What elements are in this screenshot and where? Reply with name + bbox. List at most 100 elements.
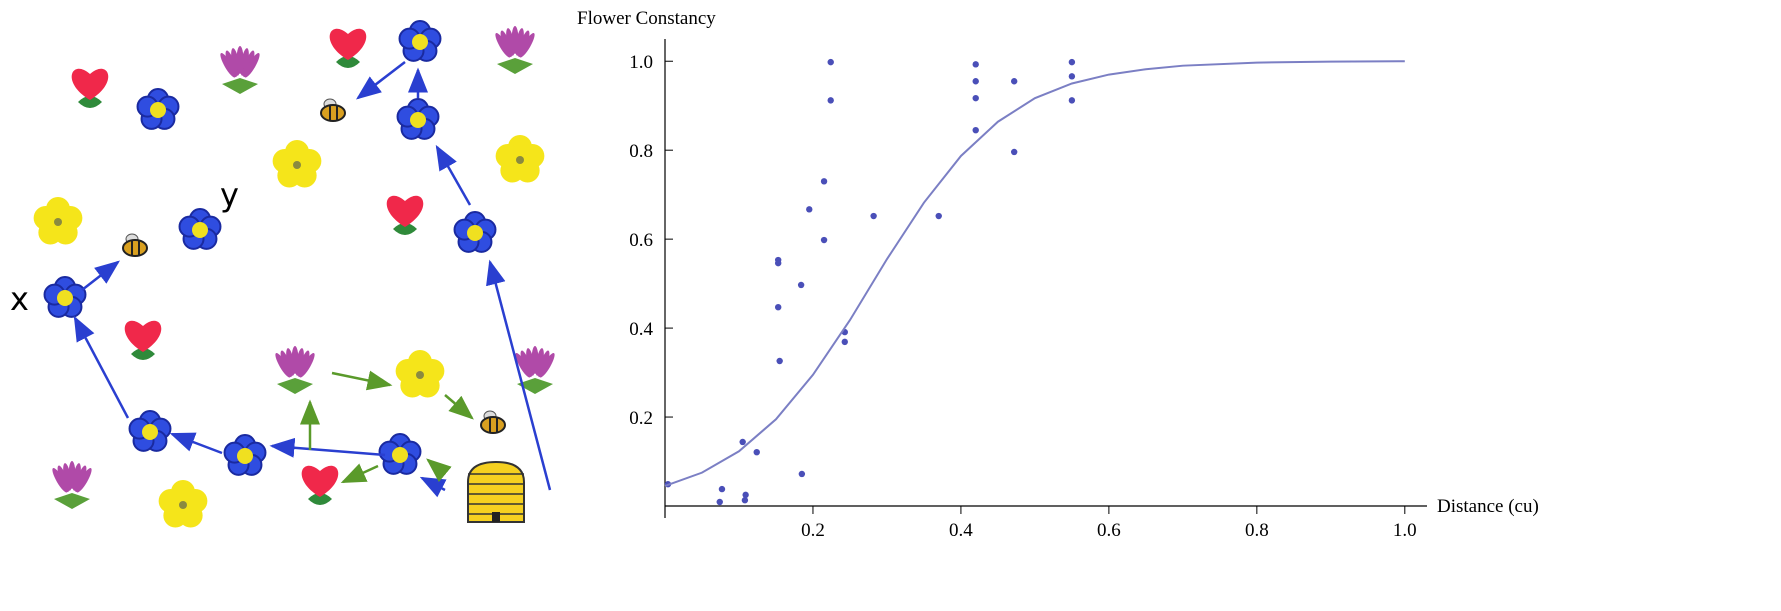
center <box>410 112 426 128</box>
arrow <box>169 432 223 455</box>
point <box>806 206 813 213</box>
illustration <box>33 20 555 528</box>
arrow <box>73 315 130 419</box>
point <box>820 236 828 244</box>
petal <box>158 488 183 513</box>
x-tick-label: 0.8 <box>1245 520 1269 541</box>
arrow <box>435 144 472 206</box>
arrow <box>269 437 386 458</box>
petal <box>535 348 544 376</box>
center <box>412 34 428 50</box>
point <box>870 212 877 220</box>
petal <box>395 358 420 383</box>
x-tick-label: 0.4 <box>949 520 973 541</box>
point <box>718 485 726 493</box>
point <box>972 61 979 68</box>
point <box>776 357 783 365</box>
leaf <box>497 58 533 74</box>
point <box>1010 78 1018 85</box>
y-tick-label: 0.4 <box>629 319 653 340</box>
petal <box>244 52 260 78</box>
point <box>753 448 760 456</box>
point <box>774 303 782 311</box>
heart <box>386 195 424 227</box>
petal <box>295 348 304 376</box>
petal <box>519 32 535 58</box>
heart <box>301 465 339 497</box>
flower-label: y <box>220 176 239 214</box>
y-tick-label: 0.8 <box>629 141 653 162</box>
bee <box>320 104 346 122</box>
point <box>739 438 746 446</box>
point <box>972 126 979 134</box>
arrow <box>419 476 447 498</box>
center <box>293 161 301 169</box>
y-tick-label: 0.6 <box>629 230 653 251</box>
center <box>192 222 208 238</box>
y-tick-label: 1.0 <box>629 52 653 73</box>
petal <box>539 352 555 378</box>
point <box>1068 73 1076 80</box>
center <box>237 448 253 464</box>
leaf <box>78 96 102 108</box>
arrow <box>486 259 552 491</box>
point <box>972 94 979 102</box>
leaf <box>277 378 313 394</box>
hive-door <box>492 512 500 522</box>
arrow <box>340 463 379 484</box>
center <box>142 424 158 440</box>
leaf <box>131 348 155 360</box>
center <box>467 225 483 241</box>
bee <box>122 239 148 257</box>
x-tick-label: 0.6 <box>1097 520 1121 541</box>
point <box>742 491 749 499</box>
leaf <box>393 223 417 235</box>
y-axis-label: Flower Constancy <box>577 8 716 29</box>
arrow <box>331 370 393 391</box>
petal <box>515 28 524 56</box>
leaf <box>336 56 360 68</box>
center <box>179 501 187 509</box>
leaf <box>517 378 553 394</box>
point <box>935 212 942 220</box>
point <box>741 497 749 504</box>
petal <box>240 48 249 76</box>
x-tick-label: 1.0 <box>1393 520 1417 541</box>
petal <box>272 148 297 173</box>
point <box>798 470 806 478</box>
y-tick-label: 0.2 <box>629 408 653 429</box>
point <box>797 281 805 289</box>
center <box>54 218 62 226</box>
x-axis-label: Distance (cu) <box>1437 496 1539 517</box>
point <box>827 58 834 66</box>
point <box>820 178 828 185</box>
point <box>774 259 782 267</box>
heart <box>329 28 367 60</box>
bee <box>480 416 506 434</box>
point <box>827 97 834 104</box>
arrow <box>444 394 474 420</box>
point <box>716 498 723 506</box>
center <box>516 156 524 164</box>
center <box>392 447 408 463</box>
leaf <box>308 493 332 505</box>
heart <box>71 68 109 100</box>
flower-label: x <box>10 280 29 318</box>
point <box>1010 148 1018 156</box>
point <box>1068 58 1076 66</box>
petal <box>72 463 81 491</box>
arrow <box>356 61 406 100</box>
leaf <box>54 493 90 509</box>
point <box>1068 97 1076 104</box>
point <box>972 78 979 85</box>
fit-line <box>664 60 1405 487</box>
petal <box>495 143 520 168</box>
heart <box>124 320 162 352</box>
petal <box>299 352 315 378</box>
petal <box>76 467 92 493</box>
center <box>57 290 73 306</box>
petal <box>33 205 58 230</box>
point <box>841 338 848 346</box>
x-tick-label: 0.2 <box>801 520 825 541</box>
